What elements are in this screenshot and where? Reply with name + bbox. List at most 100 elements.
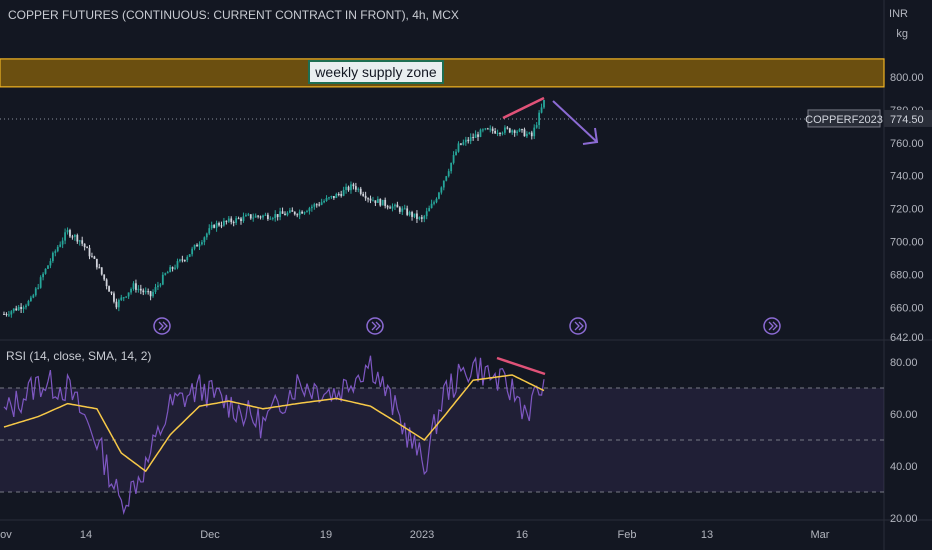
candle-body <box>362 193 365 196</box>
candle-body <box>467 139 470 142</box>
candle-body <box>479 129 482 137</box>
candle-body <box>286 212 289 216</box>
candle-body <box>315 204 318 206</box>
candle-body <box>384 199 387 206</box>
candle-body <box>423 216 426 219</box>
candle-body <box>464 139 467 143</box>
candle-body <box>42 273 44 278</box>
candle-body <box>425 211 428 217</box>
candle-body <box>113 293 115 302</box>
candle-body <box>379 199 382 206</box>
candle-body <box>208 228 211 234</box>
chart-title: COPPER FUTURES (CONTINUOUS: CURRENT CONT… <box>8 8 459 22</box>
candle-body <box>161 274 164 285</box>
candle-body <box>154 287 157 292</box>
candle-body <box>276 214 279 218</box>
price-divergence-line <box>502 96 545 120</box>
candle-body <box>445 176 448 181</box>
candle-body <box>203 237 206 243</box>
candle-body <box>152 291 154 297</box>
candle-body <box>369 198 372 201</box>
candle-body <box>117 299 120 308</box>
candle-body <box>484 128 487 130</box>
candle-body <box>389 207 391 209</box>
event-icon-glyph <box>574 321 584 331</box>
candle-body <box>291 210 294 212</box>
event-icon <box>153 317 171 335</box>
candle-body <box>406 208 409 215</box>
candle-body <box>460 143 462 145</box>
candle-body <box>137 288 140 290</box>
candle-body <box>201 242 203 245</box>
candle-body <box>469 137 472 142</box>
candle-body <box>188 254 191 257</box>
candle-body <box>252 217 255 219</box>
forecast-arrow-shaft <box>552 100 598 143</box>
candle-body <box>127 292 130 297</box>
candle-body <box>220 225 223 227</box>
supply-zone-label: weekly supply zone <box>314 64 437 80</box>
candle-body <box>513 130 516 133</box>
candle-body <box>210 224 213 229</box>
candle-body <box>240 218 242 221</box>
candle-body <box>496 132 499 134</box>
candle-body <box>530 132 533 137</box>
candle-body <box>37 287 40 289</box>
candle-body <box>535 125 538 128</box>
candle-body <box>242 216 245 221</box>
candle-body <box>232 222 235 224</box>
candle-body <box>462 142 465 145</box>
candle-body <box>93 256 96 259</box>
price-tick-label: 642.00 <box>890 332 924 344</box>
candle-body <box>100 267 103 275</box>
price-tick-label: 700.00 <box>890 237 924 249</box>
candle-body <box>73 235 76 237</box>
candle-body <box>198 244 201 247</box>
candle-body <box>122 297 125 299</box>
price-tick-label: 680.00 <box>890 269 924 281</box>
candle-body <box>442 180 445 188</box>
candle-body <box>433 202 435 204</box>
candle-body <box>144 291 147 293</box>
candle-body <box>25 305 27 308</box>
candle-body <box>115 301 118 308</box>
candle-body <box>474 134 477 138</box>
candle-body <box>516 131 519 133</box>
candle-body <box>499 132 501 134</box>
event-icon <box>366 317 384 335</box>
candle-body <box>310 206 313 209</box>
candle-body <box>533 127 536 137</box>
candles <box>3 99 545 318</box>
candle-body <box>110 291 113 294</box>
candle-body <box>262 215 264 218</box>
candle-body <box>98 267 101 269</box>
rsi-tick-label: 80.00 <box>890 357 918 369</box>
candle-body <box>71 236 74 238</box>
candle-body <box>342 189 345 196</box>
candle-body <box>47 265 49 269</box>
candle-body <box>95 258 98 268</box>
unit-label: kg <box>896 28 908 40</box>
candle-body <box>491 128 494 131</box>
time-tick-label: 14 <box>80 529 92 541</box>
rsi-line <box>3 355 545 516</box>
candle-body <box>125 296 128 298</box>
candle-body <box>271 218 274 220</box>
candle-body <box>301 211 303 214</box>
candle-body <box>91 256 93 258</box>
candle-body <box>17 306 20 311</box>
candle-body <box>408 212 411 215</box>
candle-body <box>59 244 62 247</box>
candle-body <box>486 128 489 130</box>
last-price-label: 774.50 <box>890 114 924 126</box>
candle-body <box>438 192 440 199</box>
candle-body <box>506 127 509 129</box>
time-tick-label: 13 <box>701 529 713 541</box>
candle-body <box>215 223 218 228</box>
candle-body <box>196 244 198 247</box>
candle-body <box>364 195 367 199</box>
candle-body <box>447 171 450 177</box>
time-tick-label: 2023 <box>410 529 434 541</box>
candle-body <box>181 259 184 261</box>
candle-body <box>306 211 308 213</box>
